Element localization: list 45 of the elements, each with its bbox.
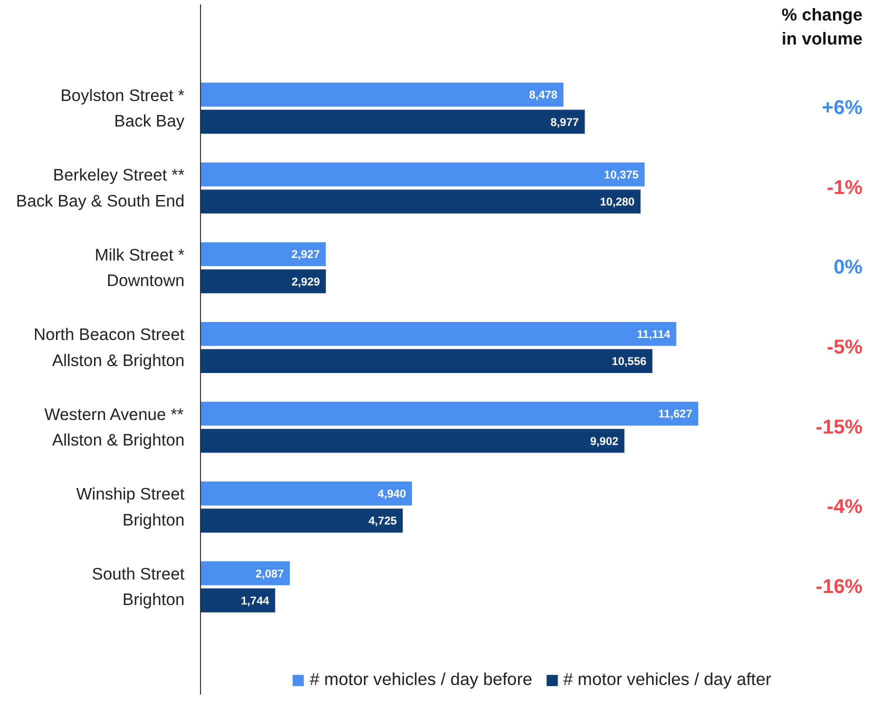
data-label: 4,725 [368, 516, 397, 528]
text: +6% [822, 97, 863, 120]
data-label: 11,627 [658, 408, 692, 421]
y-tick-label: Boylston Street * Back Bay [60, 86, 186, 131]
data-label: 10,375 [604, 169, 639, 182]
y-tick-label: South Street Brighton [92, 564, 185, 610]
text: % change in volume [782, 4, 863, 48]
data-label: 8,977 [550, 116, 579, 129]
y-tick-label: Berkeley Street ** Back Bay & South End [16, 166, 186, 210]
text: -5% [826, 336, 863, 359]
y-tick-label: North Beacon Street Allston & Brighton [34, 325, 185, 370]
data-label: 9,902 [590, 436, 618, 448]
bar [200, 561, 290, 586]
y-tick-label: Western Avenue ** Allston & Brighton [44, 404, 185, 450]
bar [200, 322, 676, 346]
y-tick-label: Winship Street Brighton [76, 484, 185, 530]
bar [200, 190, 641, 214]
bar [200, 402, 698, 426]
bar [200, 82, 564, 107]
bar [200, 162, 645, 186]
bar [200, 242, 326, 266]
data-label: 2,929 [292, 276, 320, 288]
bar [200, 428, 624, 453]
bar [200, 110, 585, 134]
text: -4% [826, 496, 863, 518]
data-label: 2,927 [291, 249, 320, 262]
text: -16% [816, 576, 863, 598]
data-label: 4,940 [378, 488, 406, 500]
data-label: 10,280 [600, 196, 635, 209]
legend-label: # motor vehicles / day before [310, 669, 532, 690]
bar [200, 588, 276, 612]
data-label: 2,087 [256, 568, 284, 580]
data-label: 10,556 [612, 356, 646, 368]
bar [200, 269, 326, 294]
text: -1% [826, 176, 863, 199]
bar [200, 349, 652, 374]
data-label: 1,744 [240, 595, 270, 608]
bar [200, 508, 403, 533]
legend-label: # motor vehicles / day after [563, 669, 772, 690]
text: 0% [834, 256, 863, 279]
data-label: 11,114 [636, 328, 672, 341]
data-label: 8,478 [529, 90, 558, 102]
bar [200, 482, 412, 506]
text: -15% [816, 416, 863, 438]
y-tick-label: Milk Street * Downtown [94, 245, 186, 290]
